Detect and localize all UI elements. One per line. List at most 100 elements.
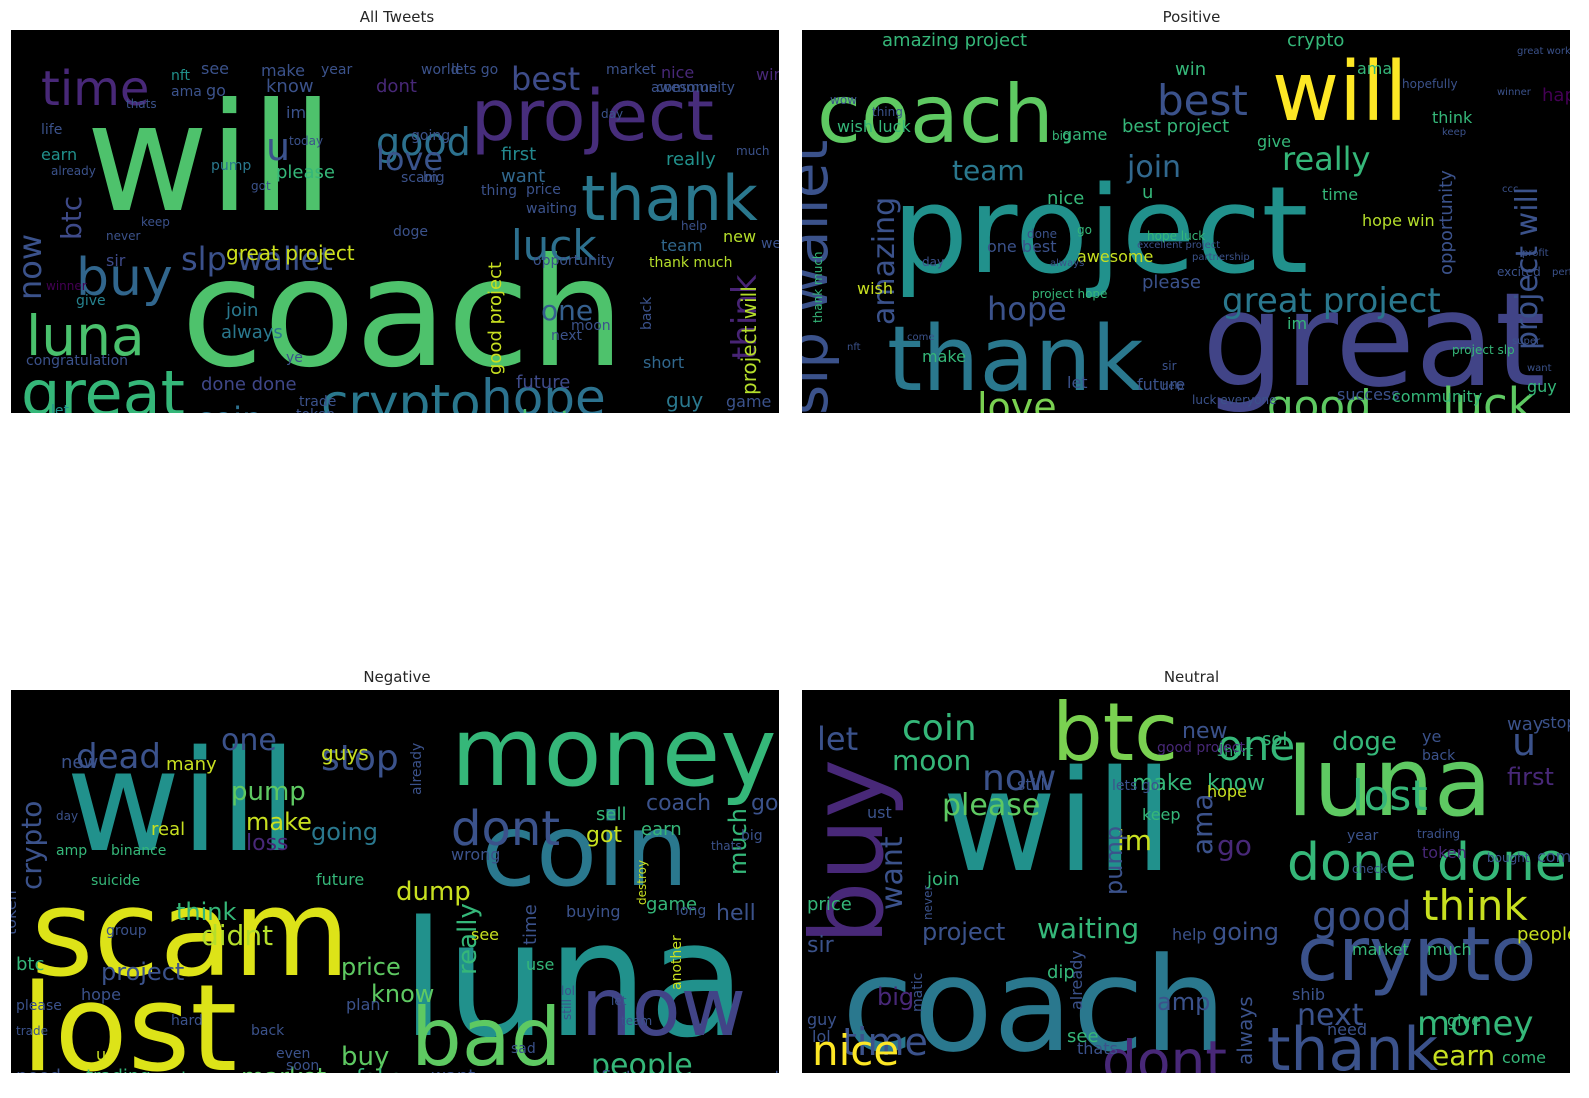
word-good-project: good project	[1157, 740, 1245, 756]
word-earn: earn	[41, 145, 77, 164]
word-coach: coach	[817, 68, 1054, 161]
word-keep: keep	[1142, 805, 1181, 824]
word-good: good	[1267, 381, 1372, 413]
word-matic: matic	[910, 973, 926, 1012]
word-trade: trade	[299, 394, 336, 410]
panel-all-tweets: All Tweets will coach project thank great cry…	[0, 0, 794, 420]
word-go: go	[751, 791, 778, 816]
word-thank-much: thank much	[811, 251, 825, 323]
word-thats: thats	[126, 97, 157, 111]
word-wish-luck: wish luck	[837, 117, 911, 136]
word-crypto: crypto	[1297, 910, 1536, 998]
word-will: will	[86, 72, 334, 246]
word-never: never	[106, 229, 140, 243]
word-back: back	[639, 296, 655, 330]
word-sir: sir	[807, 933, 835, 958]
word-nice: nice	[1047, 188, 1084, 209]
word-dont: dont	[451, 801, 560, 857]
word-trading: trading	[86, 1066, 151, 1073]
word-will: will	[66, 721, 297, 884]
wordcloud-all-tweets: will coach project thank great crypto hope luna…	[11, 30, 779, 413]
word-earn: earn	[641, 819, 682, 840]
word-market: market	[241, 1063, 326, 1073]
word-time: time	[842, 1020, 928, 1064]
word-first: first	[601, 1067, 632, 1073]
word-time: time	[41, 61, 149, 117]
word-project-will: project will	[1510, 187, 1545, 350]
word-super: super	[1512, 336, 1541, 347]
word-luck-everyone: luck everyone	[1192, 393, 1277, 407]
word-want: want	[875, 836, 910, 910]
panel-positive: Positive project coach will great thank best s…	[794, 0, 1589, 420]
word-future: future	[1137, 375, 1185, 394]
word-scam: scam	[401, 170, 438, 186]
word-future: future	[316, 870, 364, 889]
word-good: good	[376, 120, 471, 164]
word-doge: doge	[1332, 727, 1397, 757]
word-trade: trade	[16, 1024, 48, 1038]
word-coach: coach	[842, 929, 1227, 1073]
word-thats: thats	[711, 839, 742, 853]
word-big: big	[741, 828, 763, 844]
word-lets-go: lets go	[451, 62, 498, 78]
word-life: life	[41, 122, 62, 138]
word-fake: fake	[356, 1066, 403, 1073]
word-nice: nice	[812, 1026, 899, 1073]
word-sol: sol	[1262, 729, 1287, 750]
word-didnt: didnt	[201, 919, 273, 952]
word-one: one	[221, 723, 277, 758]
word-love: love	[977, 385, 1057, 413]
word-one: one	[1217, 721, 1295, 770]
word-im: im	[286, 103, 306, 122]
word-best: best	[1157, 76, 1248, 125]
word-really: really	[1282, 140, 1370, 178]
word-see: see	[201, 59, 229, 78]
word-time: time	[1322, 185, 1358, 204]
word-good: good	[1312, 894, 1412, 940]
word-happy: happy	[1542, 85, 1570, 106]
word-ama: ama	[1357, 59, 1392, 78]
word-team: team	[661, 236, 703, 255]
word-day: day	[56, 809, 78, 823]
word-awesome: awesome	[1077, 247, 1153, 266]
word-suicide: suicide	[91, 873, 140, 889]
word-even: even	[276, 1046, 310, 1062]
word-ccc: ccc	[51, 409, 71, 413]
panel-title: All Tweets	[359, 8, 435, 26]
word-bought: bought	[1487, 851, 1530, 865]
word-thank-much: thank much	[649, 255, 732, 271]
word-new: new	[723, 227, 756, 246]
word-many: many	[166, 754, 217, 775]
word-crypto: crypto	[15, 801, 48, 890]
word-now: now	[581, 961, 746, 1054]
word-world: world	[421, 62, 460, 78]
word-got: got	[586, 823, 622, 848]
word-hope: hope	[481, 369, 606, 413]
word-know: know	[371, 980, 434, 1008]
word-now: now	[11, 234, 49, 300]
word-binance: binance	[111, 843, 166, 859]
word-lets-go: lets go	[1112, 778, 1159, 794]
word-ama: ama	[1186, 793, 1219, 855]
word-much: much	[724, 808, 752, 875]
word-perfect: perfect	[1552, 267, 1570, 278]
word-first: first	[1507, 763, 1554, 791]
word-make: make	[246, 808, 312, 836]
word-dip: dip	[1047, 962, 1075, 983]
word-win: win	[1175, 59, 1206, 80]
word-u: u	[1142, 182, 1153, 203]
word-got: got	[251, 179, 271, 193]
word-moon: moon	[571, 318, 611, 334]
word-wow: wow	[830, 93, 857, 107]
word-wish: wish	[857, 279, 893, 298]
word-lost: lost	[21, 960, 237, 1073]
word-stop: stop	[1542, 713, 1570, 732]
word-luck: luck	[1442, 378, 1534, 413]
word-see: see	[471, 925, 499, 944]
word-please: please	[276, 162, 335, 183]
word-give: give	[1447, 1011, 1481, 1030]
word-always: always	[1050, 258, 1084, 269]
word-never: never	[531, 1067, 577, 1073]
word-already: already	[1067, 950, 1086, 1010]
